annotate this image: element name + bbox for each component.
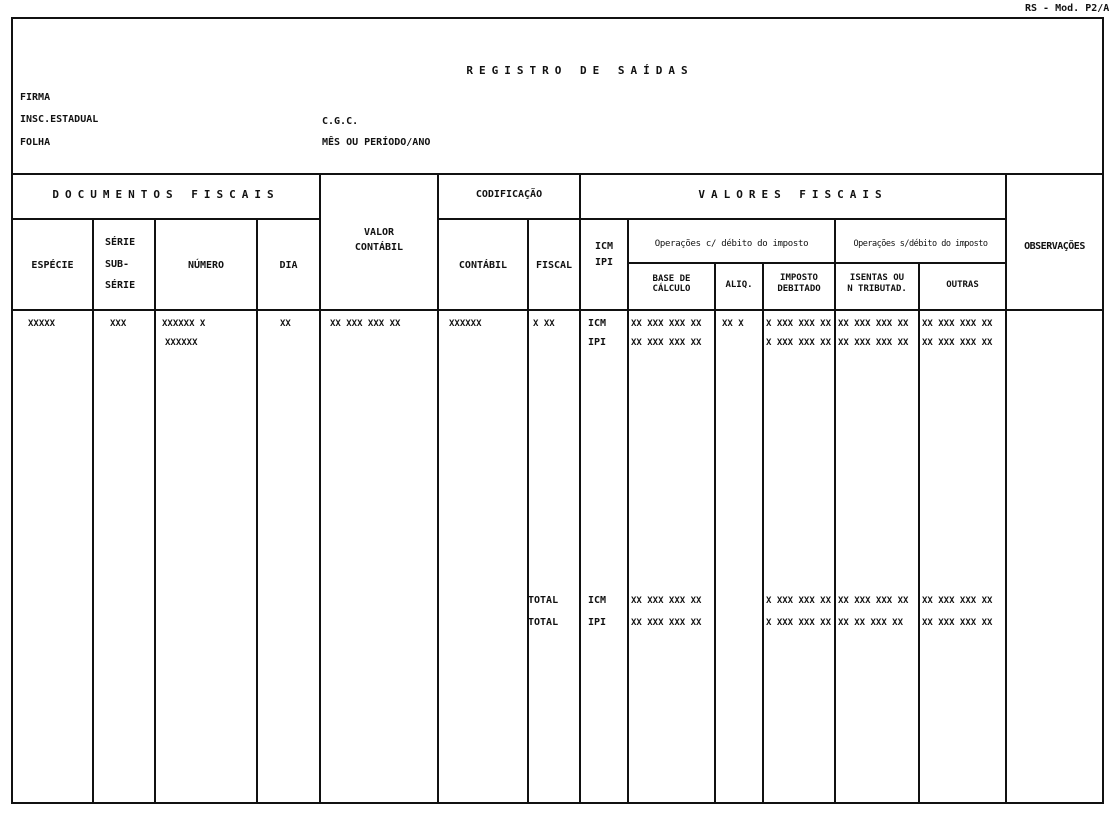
group-valores-fiscais: VALORES FISCAIS (698, 188, 888, 201)
border-left (11, 17, 13, 804)
cell-icm-label: ICM (588, 318, 607, 329)
total-outras: XX XXX XXX XX (922, 596, 993, 606)
cell-cod-fiscal: X XX (533, 319, 555, 329)
ops-divider (628, 262, 1006, 264)
form-code: RS - Mod. P2/A (1025, 3, 1110, 14)
cell-valor-contabil: XX XXX XXX XX (330, 319, 401, 329)
border-top (12, 17, 1104, 19)
total-tax: IPI (588, 617, 607, 628)
col-especie: ESPÉCIE (31, 260, 74, 271)
col-line (834, 218, 836, 803)
col-ipi: IPI (594, 257, 614, 268)
group-documentos-fiscais: DOCUMENTOS FISCAIS (52, 188, 280, 201)
col-numero: NÚMERO (187, 260, 225, 271)
col-serie-3: SÉRIE (105, 280, 136, 291)
col-outras: OUTRAS (946, 280, 979, 290)
total-base: XX XXX XXX XX (631, 618, 702, 628)
cell-ipi-outras: XX XXX XXX XX (922, 338, 993, 348)
col-line (579, 173, 581, 803)
column-header-bottom (12, 309, 1103, 311)
col-line (627, 218, 629, 803)
col-contabil: CONTÁBIL (458, 260, 508, 271)
col-line (256, 218, 258, 803)
total-label: TOTAL (528, 617, 559, 628)
cell-numero-1: XXXXXX X (162, 319, 206, 329)
total-isentas: XX XXX XXX XX (838, 596, 909, 606)
total-imposto: X XXX XXX XX (766, 596, 832, 606)
group-ops-com-debito: Operações c/ débito do imposto (654, 239, 809, 249)
col-icm: ICM (594, 241, 614, 252)
cell-ipi-isentas: XX XXX XXX XX (838, 338, 909, 348)
col-dia: DIA (279, 260, 298, 271)
field-mes-periodo: MÊS OU PERÍODO/ANO (322, 137, 431, 148)
cell-icm-imposto: X XXX XXX XX (766, 319, 832, 329)
group-codificacao: CODIFICAÇÃO (475, 189, 543, 200)
total-outras: XX XXX XXX XX (922, 618, 993, 628)
cell-cod-contabil: XXXXXX (449, 319, 482, 329)
cell-especie: XXXXX (28, 319, 56, 329)
total-tax: ICM (588, 595, 607, 606)
col-valor-2: CONTÁBIL (354, 242, 404, 253)
border-bottom (12, 802, 1104, 804)
col-serie-1: SÉRIE (105, 237, 136, 248)
col-line (319, 173, 321, 803)
header-divider (12, 173, 1103, 175)
col-line (714, 262, 716, 803)
col-line (1005, 173, 1007, 803)
col-imposto-2: DEBITADO (777, 284, 821, 294)
group-ops-sem-debito: Operações s/débito do imposto (853, 239, 988, 249)
col-line (918, 262, 920, 803)
col-line (527, 218, 529, 803)
total-label: TOTAL (528, 595, 559, 606)
col-serie-2: SUB- (105, 259, 130, 270)
field-folha: FOLHA (20, 137, 51, 148)
col-base-2: CÁLCULO (652, 284, 691, 294)
cell-dia: XX (280, 319, 291, 329)
cell-ipi-base: XX XXX XXX XX (631, 338, 702, 348)
total-base: XX XXX XXX XX (631, 596, 702, 606)
cell-icm-base: XX XXX XXX XX (631, 319, 702, 329)
cell-icm-isentas: XX XXX XXX XX (838, 319, 909, 329)
cell-serie: XXX (110, 319, 127, 329)
col-valor-1: VALOR (363, 227, 395, 238)
total-imposto: X XXX XXX XX (766, 618, 832, 628)
col-line (92, 218, 94, 803)
col-line (762, 262, 764, 803)
border-right (1102, 17, 1104, 804)
total-isentas: XX XX XXX XX (838, 618, 904, 628)
col-imposto-1: IMPOSTO (780, 273, 818, 283)
docs-group-divider (12, 218, 320, 220)
col-isentas-2: N TRIBUTAD. (847, 284, 907, 294)
cell-ipi-imposto: X XXX XXX XX (766, 338, 832, 348)
cell-icm-aliq: XX X (722, 319, 744, 329)
cell-ipi-label: IPI (588, 337, 607, 348)
col-fiscal: FISCAL (535, 260, 573, 271)
col-line (154, 218, 156, 803)
codif-group-divider (438, 218, 1006, 220)
cell-numero-2: XXXXXX (165, 338, 198, 348)
cell-icm-outras: XX XXX XXX XX (922, 319, 993, 329)
col-aliq: ALIQ. (725, 280, 753, 290)
col-base-1: BASE DE (652, 274, 691, 284)
field-insc-estadual: INSC.ESTADUAL (20, 114, 99, 125)
form-title: REGISTRO DE SAÍDAS (466, 64, 694, 77)
field-firma: FIRMA (20, 92, 51, 103)
col-isentas-1: ISENTAS OU (849, 273, 905, 283)
col-line (437, 173, 439, 803)
field-cgc: C.G.C. (322, 116, 359, 127)
col-observacoes: OBSERVAÇÕES (1024, 241, 1085, 252)
